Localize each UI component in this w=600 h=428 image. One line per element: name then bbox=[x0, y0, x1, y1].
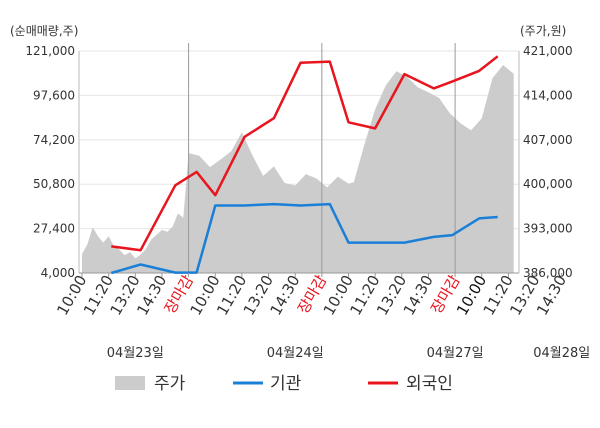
date-labels: 04월23일 04월24일 04월27일 04월28일 bbox=[107, 346, 590, 361]
right-y-axis: 421,000414,000407,000400,000393,000386,0… bbox=[523, 44, 573, 280]
institution-line bbox=[110, 202, 498, 275]
left-axis-unit: (순매매량,주) bbox=[10, 24, 78, 38]
right-axis-unit: (주가,원) bbox=[520, 24, 566, 38]
legend-item-price[interactable]: 주가 bbox=[115, 374, 186, 394]
right-tick-label: 400,000 bbox=[523, 177, 573, 191]
legend-label-institution: 기관 bbox=[270, 374, 301, 394]
net-buy-lines bbox=[110, 55, 499, 275]
date-label: 04월27일 bbox=[427, 346, 484, 361]
left-tick-label: 4,000 bbox=[41, 266, 75, 280]
price-area-layer bbox=[82, 65, 514, 273]
left-tick-label: 27,400 bbox=[33, 222, 75, 236]
foreign-line bbox=[111, 55, 499, 252]
left-y-axis: 121,000 97,600 74,200 50,800 27,400 4,000 bbox=[25, 44, 75, 280]
left-tick-label: 97,600 bbox=[33, 88, 75, 102]
date-label: 04월23일 bbox=[107, 346, 164, 361]
right-tick-label: 407,000 bbox=[523, 133, 573, 147]
legend-item-institution[interactable]: 기관 bbox=[233, 374, 301, 394]
legend-label-foreign: 외국인 bbox=[406, 374, 453, 394]
left-tick-label: 121,000 bbox=[25, 44, 75, 58]
legend-swatch-price bbox=[115, 376, 145, 390]
right-tick-label: 421,000 bbox=[523, 44, 573, 58]
left-tick-label: 50,800 bbox=[33, 177, 75, 191]
legend-label-price: 주가 bbox=[154, 374, 186, 394]
x-axis: 10:0011:2013:2014:30장마감10:0011:2013:2014… bbox=[53, 272, 570, 319]
date-label: 04월28일 bbox=[533, 346, 590, 361]
price-area bbox=[82, 65, 514, 273]
date-label: 04월24일 bbox=[267, 346, 324, 361]
right-tick-label: 393,000 bbox=[523, 222, 573, 236]
left-tick-label: 74,200 bbox=[33, 133, 75, 147]
legend-item-foreign[interactable]: 외국인 bbox=[368, 374, 453, 394]
right-tick-label: 414,000 bbox=[523, 88, 573, 102]
legend: 주가 기관 외국인 bbox=[115, 374, 453, 394]
